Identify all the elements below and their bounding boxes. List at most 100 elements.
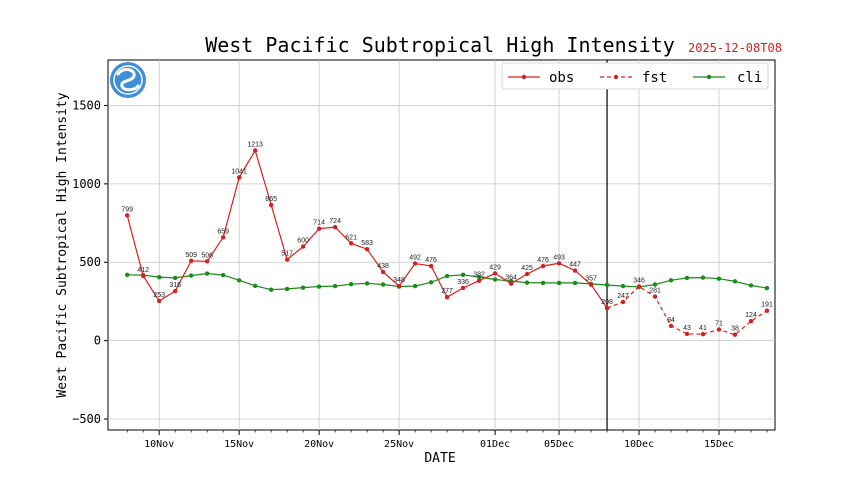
data-label-obs: 277 bbox=[441, 288, 453, 295]
x-tick-label: 20Nov bbox=[304, 439, 334, 450]
data-point-obs bbox=[124, 213, 130, 218]
data-point-cli bbox=[332, 283, 338, 289]
data-label-obs: 429 bbox=[489, 264, 501, 271]
data-point-cli bbox=[668, 278, 674, 283]
logo-ring bbox=[113, 65, 143, 95]
data-point-cli bbox=[764, 285, 770, 291]
data-label-fst: 346 bbox=[633, 277, 645, 284]
plot-area bbox=[107, 59, 776, 431]
data-label-obs: 493 bbox=[553, 254, 565, 261]
data-point-obs bbox=[348, 241, 354, 246]
legend-fst-label: fst bbox=[642, 70, 667, 86]
data-labels: 799 412 253 316 509 506 659 1041 1213 865 517 600 71… bbox=[121, 141, 773, 332]
data-label-obs: 799 bbox=[121, 206, 133, 213]
data-point-cli bbox=[380, 282, 386, 287]
data-point-cli bbox=[300, 285, 306, 290]
x-tick-label: 10Nov bbox=[144, 439, 174, 450]
data-label-obs: 659 bbox=[217, 228, 229, 235]
data-label-fst: 43 bbox=[683, 325, 691, 332]
data-point-cli bbox=[444, 273, 450, 279]
series-line-fst bbox=[606, 285, 768, 336]
data-label-obs: 336 bbox=[457, 279, 469, 286]
data-label-obs: 425 bbox=[521, 265, 533, 272]
chart-title: West Pacific Subtropical High Intensity bbox=[205, 33, 675, 57]
data-label-fst: 94 bbox=[667, 317, 675, 324]
data-label-obs: 316 bbox=[169, 282, 181, 289]
data-label-obs: 600 bbox=[297, 238, 309, 245]
x-tick-label: 25Nov bbox=[384, 439, 414, 450]
data-label-obs: 506 bbox=[201, 252, 213, 259]
y-tick-label: 1000 bbox=[72, 177, 101, 191]
data-point-cli bbox=[428, 280, 434, 285]
data-label-obs: 412 bbox=[137, 267, 149, 274]
data-point-obs bbox=[364, 247, 370, 252]
data-point-obs bbox=[396, 283, 402, 289]
data-point-cli bbox=[220, 272, 226, 278]
data-point-cli bbox=[412, 283, 418, 289]
data-point-obs bbox=[492, 271, 498, 276]
data-label-fst: 247 bbox=[617, 293, 629, 300]
legend: obs fst cli bbox=[501, 62, 769, 90]
data-point-cli bbox=[284, 286, 290, 292]
data-point-cli bbox=[620, 283, 626, 289]
data-label-fst: 38 bbox=[731, 326, 739, 333]
data-point-obs bbox=[172, 288, 178, 294]
data-point-obs bbox=[204, 259, 210, 264]
data-point-fst bbox=[716, 327, 722, 332]
x-tick-label: 10Dec bbox=[624, 439, 654, 450]
y-tick-label: 1500 bbox=[72, 98, 101, 112]
axes: −500 0 500 1000 1500 10Nov 15Nov 20Nov 25Nov 01De… bbox=[72, 98, 768, 450]
data-label-fst: 281 bbox=[649, 288, 661, 295]
legend-obs-label: obs bbox=[549, 70, 574, 86]
data-point-fst bbox=[620, 299, 626, 305]
data-point-obs bbox=[220, 235, 226, 240]
data-point-cli bbox=[204, 271, 210, 276]
weather-logo bbox=[110, 62, 146, 98]
data-label-fst: 71 bbox=[715, 321, 723, 328]
data-label-obs: 509 bbox=[185, 252, 197, 259]
data-point-obs bbox=[428, 263, 434, 269]
data-point-fst bbox=[700, 332, 706, 337]
data-point-cli bbox=[604, 282, 610, 288]
data-point-cli bbox=[492, 277, 498, 282]
data-point-obs bbox=[284, 257, 290, 262]
data-point-cli bbox=[124, 272, 130, 277]
x-tick-label: 01Dec bbox=[480, 439, 510, 450]
data-label-fst: 41 bbox=[699, 325, 707, 332]
data-point-cli bbox=[684, 275, 690, 281]
data-point-obs bbox=[140, 273, 146, 279]
data-label-obs: 724 bbox=[329, 218, 341, 225]
y-tick-label: 0 bbox=[94, 334, 101, 348]
data-point-obs bbox=[300, 244, 306, 249]
data-point-obs bbox=[556, 261, 562, 266]
data-point-cli bbox=[460, 272, 466, 277]
data-point-cli bbox=[652, 282, 658, 287]
data-label-obs: 714 bbox=[313, 220, 325, 227]
data-point-obs bbox=[524, 271, 530, 277]
date-stamp: 2025-12-08T08 bbox=[688, 41, 782, 55]
data-point-cli bbox=[172, 275, 178, 281]
data-point-obs bbox=[540, 263, 546, 269]
data-label-obs: 476 bbox=[425, 257, 437, 264]
data-point-fst bbox=[732, 332, 738, 337]
data-point-fst bbox=[684, 331, 690, 337]
logo-swirl bbox=[116, 68, 140, 92]
data-point-cli bbox=[252, 283, 258, 288]
data-point-cli bbox=[476, 274, 482, 280]
data-label-obs: 364 bbox=[505, 275, 517, 282]
data-point-cli bbox=[732, 279, 738, 284]
data-label-obs: 447 bbox=[569, 262, 581, 269]
data-point-fst bbox=[764, 308, 770, 313]
data-label-obs: 348 bbox=[393, 277, 405, 284]
data-label-obs: 621 bbox=[345, 234, 357, 241]
y-tick-label: 500 bbox=[79, 255, 101, 269]
data-point-obs bbox=[572, 268, 578, 273]
data-point-obs bbox=[460, 285, 466, 291]
series bbox=[124, 60, 770, 430]
data-point-obs bbox=[588, 282, 594, 287]
data-label-obs: 583 bbox=[361, 240, 373, 247]
data-point-obs bbox=[268, 202, 274, 208]
data-label-obs: 1041 bbox=[231, 168, 247, 175]
data-point-cli bbox=[364, 281, 370, 286]
data-label-obs: 517 bbox=[281, 251, 293, 258]
